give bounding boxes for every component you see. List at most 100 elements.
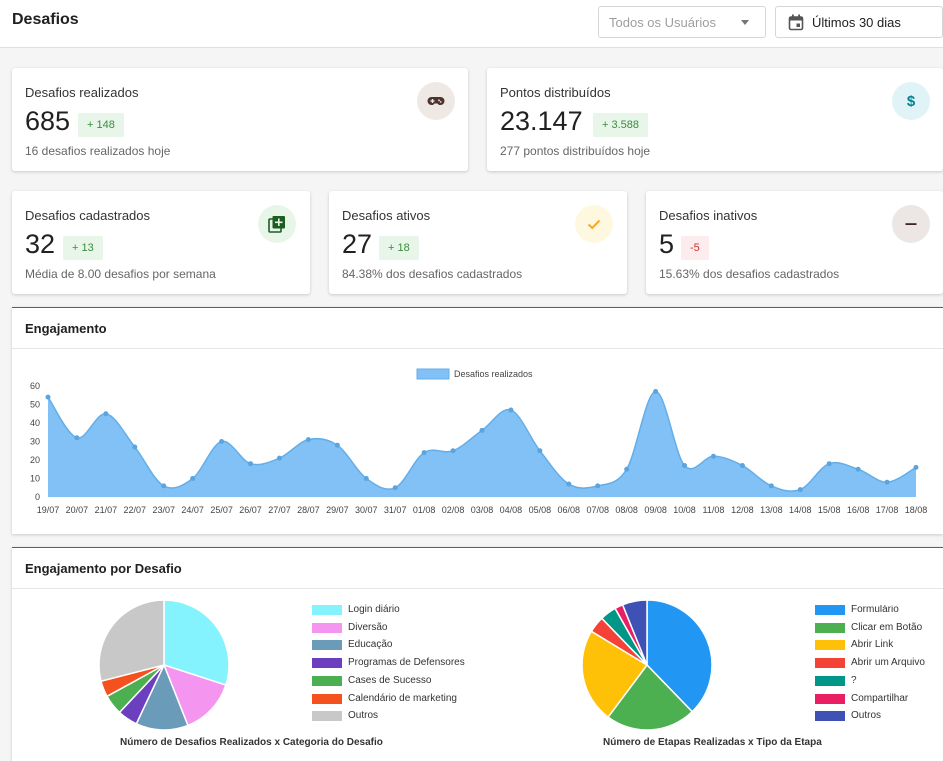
- data-point[interactable]: [421, 450, 427, 456]
- stat-value: 5: [659, 229, 675, 259]
- engajamento-area-chart: 0 10 20 30 40 50 60 19/07 20/07 21/07 22/07 23/07 24…: [30, 368, 928, 515]
- data-point[interactable]: [74, 435, 80, 441]
- data-point[interactable]: [537, 448, 543, 454]
- stat-label: Desafios ativos: [342, 208, 431, 223]
- library-add-icon: [258, 205, 296, 243]
- data-point[interactable]: [682, 463, 688, 469]
- data-point[interactable]: [884, 479, 890, 485]
- svg-text:$: $: [907, 93, 916, 110]
- pie-slice[interactable]: [98, 599, 165, 683]
- legend-label: Calendário de marketing: [348, 692, 457, 704]
- data-point[interactable]: [508, 407, 514, 413]
- etapa-pie-legend: Formulário Clicar em Botão Abrir Link Abrir…: [815, 605, 943, 730]
- data-point[interactable]: [363, 476, 369, 481]
- legend-label: Diversão: [348, 621, 388, 633]
- etapa-pie-chart: [581, 599, 713, 731]
- data-point[interactable]: [392, 485, 398, 491]
- legend-label: Compartilhar: [851, 692, 909, 704]
- date-range-button[interactable]: Últimos 30 dias: [775, 6, 943, 38]
- pie-slice[interactable]: [621, 599, 648, 666]
- stat-label: Desafios cadastrados: [25, 208, 151, 223]
- x-tick-label: 06/08: [558, 505, 581, 515]
- data-point[interactable]: [855, 466, 861, 472]
- data-point[interactable]: [710, 453, 716, 459]
- legend-swatch: [312, 622, 342, 633]
- stat-delta-badge: + 18: [379, 236, 419, 260]
- x-tick-label: 27/07: [268, 505, 291, 515]
- data-point[interactable]: [653, 389, 659, 395]
- data-point[interactable]: [739, 463, 745, 469]
- data-point[interactable]: [103, 411, 109, 417]
- user-select-value: Todos os Usuários: [609, 15, 716, 30]
- stat-value: 685: [25, 106, 71, 136]
- x-tick-label: 05/08: [529, 505, 552, 515]
- data-point[interactable]: [45, 394, 51, 400]
- date-range-label: Últimos 30 dias: [812, 15, 901, 30]
- legend-swatch[interactable]: [416, 368, 450, 380]
- stat-label: Pontos distribuídos: [500, 85, 611, 100]
- data-point[interactable]: [826, 461, 832, 467]
- pie-slice[interactable]: [581, 630, 649, 719]
- x-tick-label: 09/08: [644, 505, 667, 515]
- legend-swatch: [312, 675, 342, 686]
- data-point[interactable]: [768, 483, 774, 489]
- engajamento-section: Engajamento 0 10 20 30 40 50 60 19/07 20/07 21/07…: [12, 307, 943, 534]
- x-tick-label: 18/08: [905, 505, 928, 515]
- legend-swatch: [312, 605, 342, 615]
- data-point[interactable]: [219, 439, 225, 444]
- x-tick-label: 03/08: [471, 505, 494, 515]
- x-tick-label: 25/07: [210, 505, 233, 515]
- x-tick-label: 08/08: [615, 505, 638, 515]
- stat-delta-badge: + 148: [78, 113, 124, 137]
- pie-slice[interactable]: [646, 599, 713, 713]
- data-point[interactable]: [305, 437, 311, 443]
- stat-subtext: 16 desafios realizados hoje: [25, 144, 171, 158]
- x-tick-label: 14/08: [789, 505, 812, 515]
- legend-label: Abrir um Arquivo: [851, 657, 925, 669]
- pie-slice[interactable]: [163, 599, 230, 687]
- data-point[interactable]: [334, 442, 340, 448]
- stat-subtext: 277 pontos distribuídos hoje: [500, 144, 651, 158]
- minus-icon: [892, 205, 930, 243]
- x-tick-label: 10/08: [673, 505, 696, 515]
- engajamento-por-desafio-section: Engajamento por Desafio Login diário Dive…: [12, 547, 943, 761]
- legend-label: Outros: [348, 710, 379, 722]
- stat-card-desafios-ativos: Desafios ativos 27 + 18 84.38% dos desaf…: [329, 191, 627, 294]
- x-tick-label: 23/07: [152, 505, 175, 515]
- legend-label[interactable]: Desafios realizados: [454, 369, 533, 379]
- legend-swatch: [815, 711, 845, 722]
- data-point[interactable]: [132, 444, 138, 450]
- y-tick-label: 40: [30, 418, 40, 428]
- x-tick-label: 24/07: [181, 505, 204, 515]
- user-select[interactable]: Todos os Usuários: [598, 6, 766, 38]
- data-point[interactable]: [624, 466, 630, 472]
- x-tick-label: 28/07: [297, 505, 320, 515]
- data-point[interactable]: [161, 483, 167, 489]
- pie-slice[interactable]: [162, 663, 227, 727]
- data-point[interactable]: [566, 481, 572, 487]
- stat-value: 23.147: [500, 106, 583, 136]
- data-point[interactable]: [248, 461, 254, 467]
- legend-swatch: [312, 693, 342, 704]
- data-point[interactable]: [276, 455, 282, 461]
- x-tick-label: 29/07: [326, 505, 349, 515]
- legend-swatch: [815, 658, 845, 669]
- y-tick-label: 0: [35, 492, 40, 502]
- legend-label: Outros: [851, 710, 882, 722]
- data-point[interactable]: [479, 427, 485, 433]
- data-point[interactable]: [595, 483, 601, 489]
- legend-swatch: [815, 675, 845, 686]
- x-tick-label: 02/08: [442, 505, 465, 515]
- stat-card-pontos-distribuidos: Pontos distribuídos 23.147 + 3.588 277 p…: [487, 68, 943, 171]
- data-point[interactable]: [797, 487, 803, 493]
- legend-label: ?: [851, 674, 857, 686]
- data-point[interactable]: [913, 464, 919, 470]
- legend-label: Programas de Defensores: [348, 657, 465, 669]
- pie-slice[interactable]: [607, 663, 694, 731]
- categoria-pie-legend: Login diário Diversão Educação Programas de…: [312, 604, 512, 730]
- stat-delta-badge: + 13: [63, 236, 103, 260]
- calendar-icon: [788, 14, 804, 31]
- data-point[interactable]: [450, 448, 456, 454]
- legend-swatch: [815, 605, 845, 615]
- data-point[interactable]: [190, 476, 196, 481]
